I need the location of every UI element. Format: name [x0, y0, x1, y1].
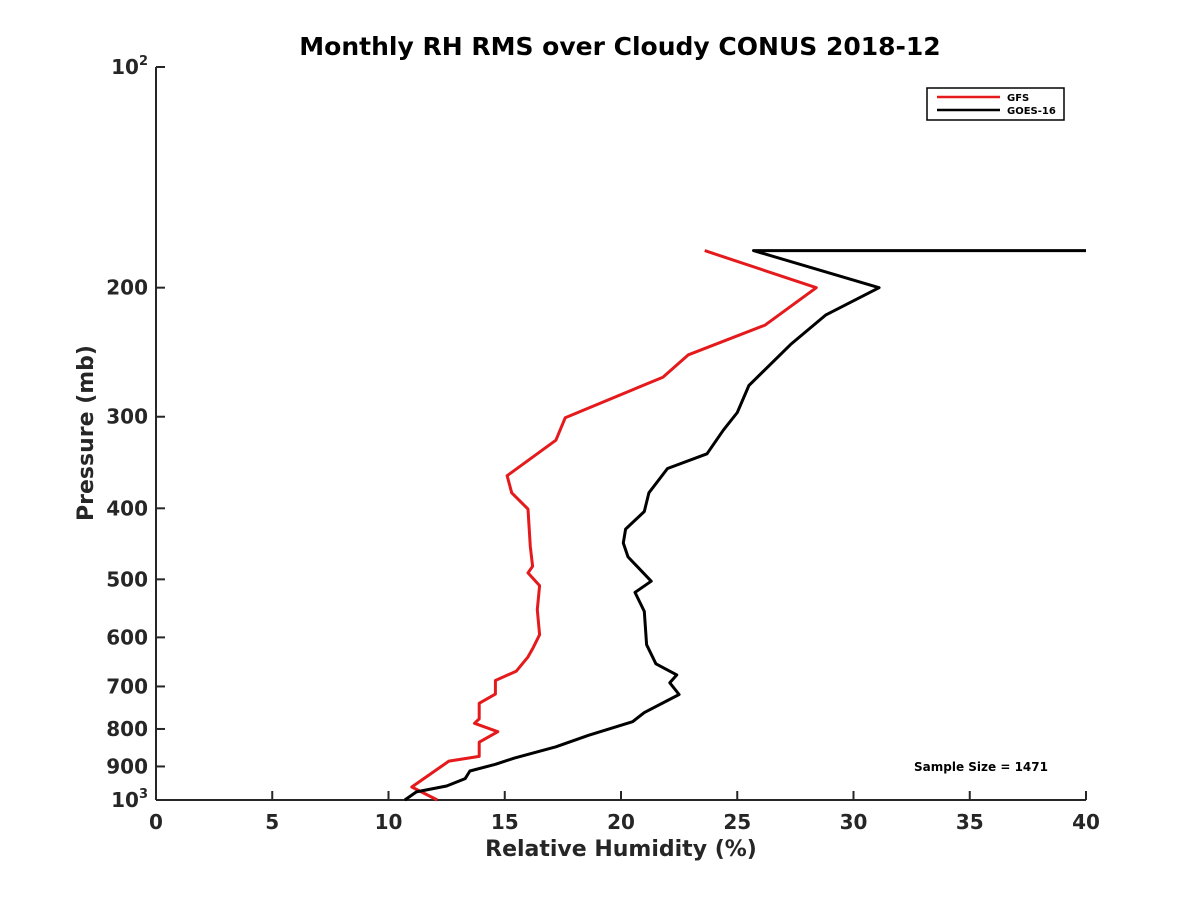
y-tick-label: 700 [106, 674, 148, 698]
y-tick-label: 900 [106, 754, 148, 778]
series-line-gfs [410, 249, 818, 802]
series-line-goes16 [403, 249, 1086, 802]
y-tick-label: 500 [106, 567, 148, 591]
y-tick-label: 800 [106, 717, 148, 741]
y-ticks: 102 200 300 400 500 600 700 800 900 103 [106, 54, 165, 812]
axes [155, 67, 1086, 801]
x-tick-label: 20 [607, 810, 635, 834]
x-axis-label: Relative Humidity (%) [485, 837, 757, 862]
x-tick-label: 15 [491, 810, 519, 834]
x-tick-label: 5 [265, 810, 279, 834]
y-axis-label: Pressure (mb) [74, 345, 99, 521]
legend-box [926, 87, 1065, 121]
x-tick-label: 10 [375, 810, 403, 834]
legend: GFS GOES-16 [926, 87, 1065, 121]
chart-title: Monthly RH RMS over Cloudy CONUS 2018-12 [299, 32, 940, 61]
series-lines [403, 249, 1086, 802]
x-tick-label: 30 [840, 810, 868, 834]
x-tick-label: 25 [723, 810, 751, 834]
y-tick-label: 200 [106, 276, 148, 300]
x-tick-label: 35 [956, 810, 984, 834]
x-ticks: 0 5 10 15 20 25 30 35 40 [149, 791, 1100, 834]
y-tick-label: 102 [111, 54, 148, 79]
y-tick-label: 600 [106, 625, 148, 649]
legend-label-goes16: GOES-16 [1007, 106, 1056, 117]
x-tick-label: 40 [1072, 810, 1100, 834]
x-tick-label: 0 [149, 810, 163, 834]
y-tick-label: 400 [106, 496, 148, 520]
y-tick-label: 300 [106, 405, 148, 429]
legend-label-gfs: GFS [1007, 93, 1029, 104]
y-tick-label: 103 [111, 787, 148, 812]
sample-size-annotation: Sample Size = 1471 [914, 760, 1048, 774]
